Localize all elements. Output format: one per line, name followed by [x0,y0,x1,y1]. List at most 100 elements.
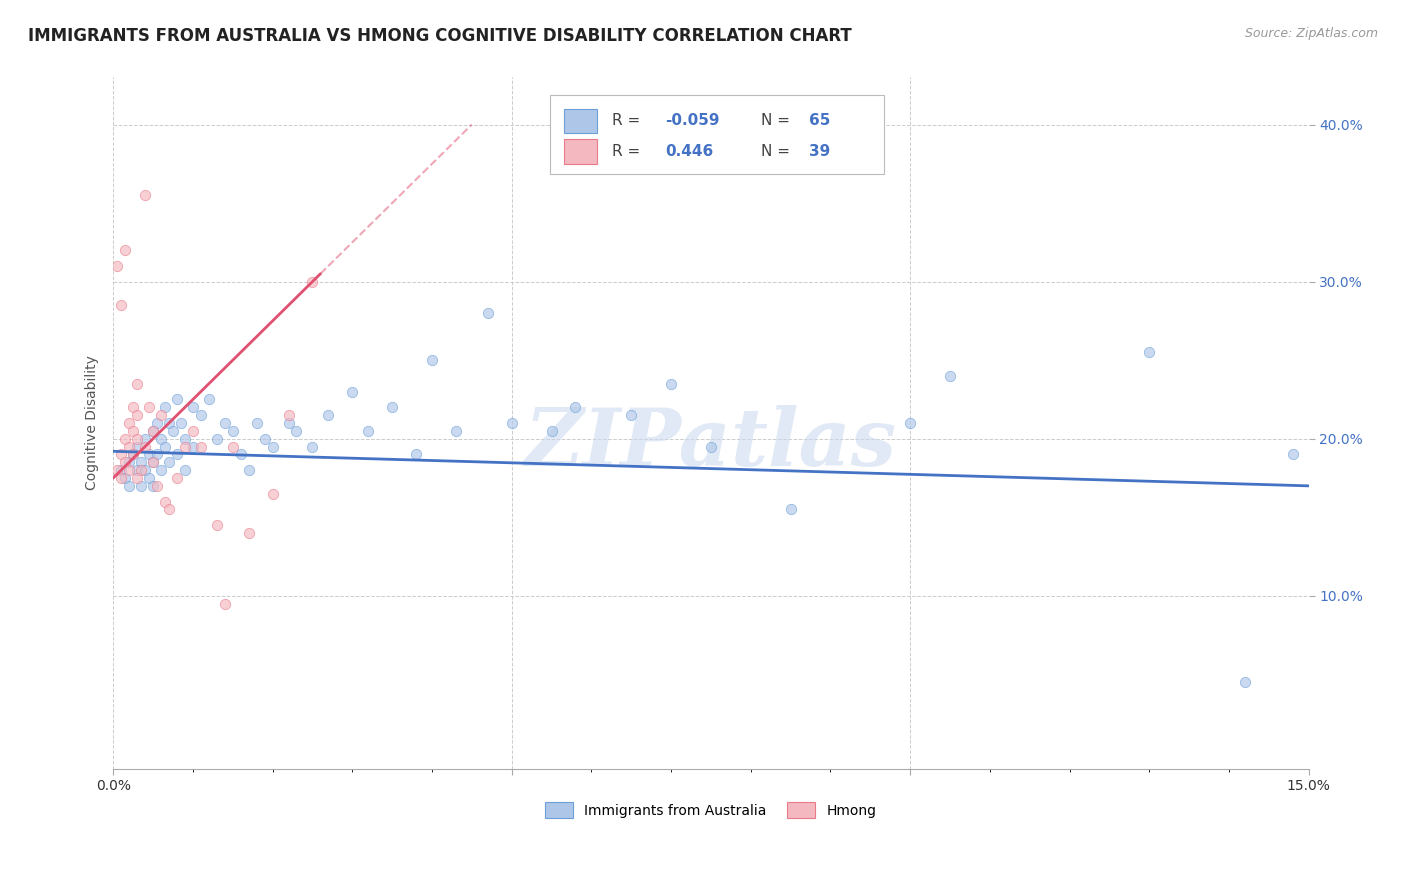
Point [110,298,132,312]
Text: ZIPatlas: ZIPatlas [524,405,897,483]
Point [381,401,404,415]
Point [127,376,149,391]
Point [540,424,562,438]
Point [444,424,467,438]
Point [205,432,228,446]
Point [122,401,145,415]
Point [170,416,193,430]
Point [157,502,180,516]
Point [700,440,723,454]
Point [174,440,197,454]
Point [153,494,176,508]
Point [222,440,245,454]
Point [153,401,176,415]
Point [118,479,141,493]
Point [150,432,173,446]
Point [146,447,169,461]
Point [174,463,197,477]
Point [110,463,132,477]
Point [238,463,260,477]
Point [214,416,236,430]
Point [157,416,180,430]
Point [1137,345,1160,359]
Point [166,471,188,485]
Point [277,408,299,422]
Point [127,432,149,446]
Point [127,440,149,454]
Point [114,455,136,469]
Text: 0.446: 0.446 [665,144,714,159]
Point [153,440,176,454]
Point [127,463,149,477]
Point [253,432,276,446]
Point [142,455,165,469]
Point [110,471,132,485]
Text: R =: R = [612,113,645,128]
Point [262,486,284,500]
Point [122,447,145,461]
Point [898,416,921,430]
Point [127,408,149,422]
Point [1281,447,1303,461]
Point [129,455,152,469]
Point [146,416,169,430]
Point [564,401,586,415]
Point [134,432,156,446]
Point [501,416,523,430]
Point [262,440,284,454]
Point [129,479,152,493]
Point [166,447,188,461]
Text: R =: R = [612,144,645,159]
Point [246,416,269,430]
Point [138,447,160,461]
Point [118,455,141,469]
Point [1233,675,1256,690]
Point [127,471,149,485]
Point [405,447,427,461]
Text: Source: ZipAtlas.com: Source: ZipAtlas.com [1244,27,1378,40]
Point [150,408,173,422]
Point [190,440,212,454]
Point [138,471,160,485]
Y-axis label: Cognitive Disability: Cognitive Disability [86,356,100,491]
Point [301,440,323,454]
Point [122,447,145,461]
Legend: Immigrants from Australia, Hmong: Immigrants from Australia, Hmong [540,797,882,824]
Point [162,424,184,438]
Point [142,424,165,438]
Point [477,306,499,320]
Point [285,424,308,438]
Point [342,384,364,399]
Point [150,463,173,477]
Point [118,440,141,454]
Point [138,401,160,415]
Point [134,440,156,454]
Point [205,518,228,533]
Text: N =: N = [761,113,794,128]
FancyBboxPatch shape [564,109,598,134]
Point [118,416,141,430]
Point [142,479,165,493]
Point [105,259,128,273]
Point [118,463,141,477]
FancyBboxPatch shape [550,95,884,174]
Text: N =: N = [761,144,794,159]
Point [620,408,643,422]
Point [166,392,188,407]
Point [229,447,252,461]
Text: -0.059: -0.059 [665,113,720,128]
Point [110,447,132,461]
Point [122,424,145,438]
Point [779,502,801,516]
Point [157,455,180,469]
Point [129,463,152,477]
Point [181,401,204,415]
Point [134,463,156,477]
Point [659,376,682,391]
Point [114,432,136,446]
Point [181,424,204,438]
Point [277,416,299,430]
Point [420,353,443,368]
Point [105,463,128,477]
Point [198,392,221,407]
